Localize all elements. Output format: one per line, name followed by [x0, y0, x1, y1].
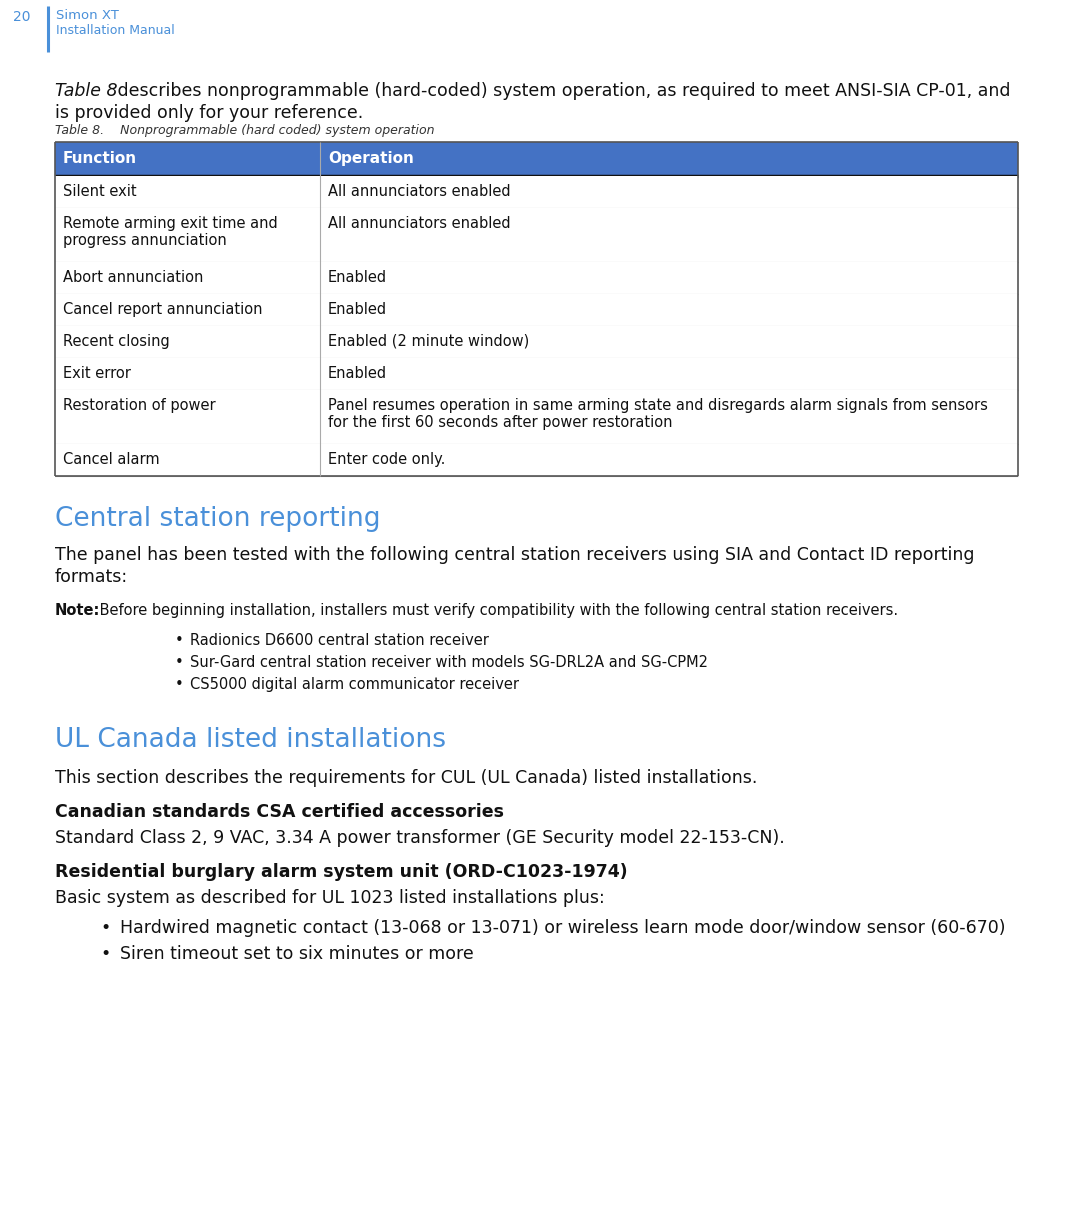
Text: Hardwired magnetic contact (13-068 or 13-071) or wireless learn mode door/window: Hardwired magnetic contact (13-068 or 13… — [120, 919, 1006, 937]
Text: Canadian standards CSA certified accessories: Canadian standards CSA certified accesso… — [55, 803, 503, 822]
Text: Standard Class 2, 9 VAC, 3.34 A power transformer (GE Security model 22-153-CN).: Standard Class 2, 9 VAC, 3.34 A power tr… — [55, 829, 785, 847]
Text: Remote arming exit time and
progress annunciation: Remote arming exit time and progress ann… — [63, 216, 278, 248]
Text: Installation Manual: Installation Manual — [56, 25, 174, 37]
Text: Siren timeout set to six minutes or more: Siren timeout set to six minutes or more — [120, 946, 474, 963]
Text: Restoration of power: Restoration of power — [63, 398, 216, 413]
Text: is provided only for your reference.: is provided only for your reference. — [55, 104, 363, 122]
Text: •: • — [175, 677, 184, 693]
Text: Table 8.    Nonprogrammable (hard coded) system operation: Table 8. Nonprogrammable (hard coded) sy… — [55, 124, 434, 138]
Bar — [55, 445, 1018, 476]
Bar — [55, 142, 1018, 176]
Text: •: • — [100, 919, 110, 937]
Text: Recent closing: Recent closing — [63, 334, 170, 349]
Text: •: • — [175, 655, 184, 670]
Text: This section describes the requirements for CUL (UL Canada) listed installations: This section describes the requirements … — [55, 769, 757, 787]
Text: Panel resumes operation in same arming state and disregards alarm signals from s: Panel resumes operation in same arming s… — [328, 398, 988, 430]
Bar — [55, 359, 1018, 391]
Text: The panel has been tested with the following central station receivers using SIA: The panel has been tested with the follo… — [55, 546, 975, 564]
Text: Enabled: Enabled — [328, 302, 387, 317]
Text: Enter code only.: Enter code only. — [328, 452, 445, 467]
Text: Note:: Note: — [55, 603, 100, 618]
Text: Enabled: Enabled — [328, 366, 387, 381]
Text: Radionics D6600 central station receiver: Radionics D6600 central station receiver — [190, 632, 489, 648]
Bar — [55, 391, 1018, 445]
Text: Cancel alarm: Cancel alarm — [63, 452, 159, 467]
Text: Residential burglary alarm system unit (ORD-C1023-1974): Residential burglary alarm system unit (… — [55, 863, 628, 880]
Text: UL Canada listed installations: UL Canada listed installations — [55, 727, 446, 753]
Text: describes nonprogrammable (hard-coded) system operation, as required to meet ANS: describes nonprogrammable (hard-coded) s… — [112, 82, 1010, 99]
Text: Table 8: Table 8 — [55, 82, 118, 99]
Text: Enabled (2 minute window): Enabled (2 minute window) — [328, 334, 529, 349]
Text: Abort annunciation: Abort annunciation — [63, 270, 203, 285]
Bar — [55, 293, 1018, 325]
Text: All annunciators enabled: All annunciators enabled — [328, 216, 511, 231]
Text: •: • — [175, 632, 184, 648]
Text: Exit error: Exit error — [63, 366, 130, 381]
Text: Cancel report annunciation: Cancel report annunciation — [63, 302, 263, 317]
Text: Central station reporting: Central station reporting — [55, 506, 381, 532]
Text: Function: Function — [63, 151, 137, 166]
Text: Enabled: Enabled — [328, 270, 387, 285]
Bar — [55, 262, 1018, 293]
Text: Before beginning installation, installers must verify compatibility with the fol: Before beginning installation, installer… — [95, 603, 898, 618]
Bar — [55, 208, 1018, 262]
Text: •: • — [100, 946, 110, 963]
Text: Silent exit: Silent exit — [63, 184, 137, 199]
Text: Simon XT: Simon XT — [56, 9, 119, 22]
Text: Basic system as described for UL 1023 listed installations plus:: Basic system as described for UL 1023 li… — [55, 889, 605, 907]
Text: CS5000 digital alarm communicator receiver: CS5000 digital alarm communicator receiv… — [190, 677, 520, 693]
Text: Sur-Gard central station receiver with models SG-DRL2A and SG-CPM2: Sur-Gard central station receiver with m… — [190, 655, 708, 670]
Bar — [55, 325, 1018, 359]
Bar — [55, 176, 1018, 208]
Text: formats:: formats: — [55, 569, 128, 586]
Text: Operation: Operation — [328, 151, 414, 166]
Text: 20: 20 — [13, 10, 31, 25]
Text: All annunciators enabled: All annunciators enabled — [328, 184, 511, 199]
